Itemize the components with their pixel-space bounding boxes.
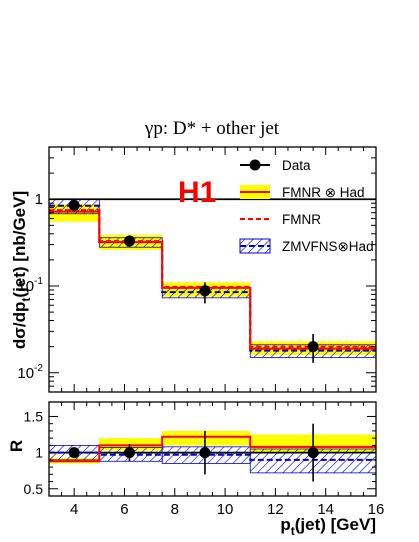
bottom-data-point-1 — [123, 447, 135, 459]
top-data-point-3 — [307, 341, 319, 353]
top-y-tick-label: 10-1 — [17, 276, 43, 295]
x-tick-label: 10 — [217, 501, 234, 518]
bottom-data-point-0 — [68, 447, 80, 459]
top-y-axis-label-main: dσ/dp — [10, 302, 29, 350]
bottom-lines-layer — [49, 435, 376, 463]
top-y-axis-label-tail: (jet) [nb/GeV] — [10, 191, 29, 298]
x-tick-label: 14 — [317, 501, 334, 518]
bottom-axes-layer: 4 6 8 10 12 14 16 0.5 1 1.5 — [24, 402, 385, 518]
bottom-y-tick-label: 1.5 — [24, 408, 44, 424]
x-axis-label-main: p — [280, 515, 290, 534]
top-data-point-1 — [123, 235, 135, 247]
x-axis-label-sub: t — [291, 524, 295, 538]
bottom-data-point-2 — [199, 447, 211, 459]
x-axis-label: pt(jet) [GeV] — [280, 515, 376, 538]
top-lines-layer — [49, 198, 376, 352]
top-fmnr-line — [49, 209, 376, 348]
bottom-fmnr-had-line — [49, 435, 376, 463]
x-tick-label: 16 — [368, 501, 385, 518]
top-bands-layer — [49, 198, 376, 358]
legend-label-zmvfns: ZMVFNS⊗Had — [282, 239, 374, 254]
legend-entry-fmnr: FMNR — [240, 212, 321, 227]
top-zmvfns-line — [49, 204, 376, 352]
experiment-label: H1 — [178, 176, 216, 209]
bottom-y-axis-label: R — [7, 440, 26, 452]
x-tick-label: 12 — [267, 501, 284, 518]
top-data-point-2 — [199, 285, 211, 297]
legend-label-fmnr-had: FMNR ⊗ Had — [282, 185, 365, 200]
x-tick-label: 6 — [120, 501, 128, 518]
bottom-data-point-3 — [307, 447, 319, 459]
top-axes-layer: 1 10-1 10-2 — [17, 146, 377, 393]
legend-entry-zmvfns: ZMVFNS⊗Had — [239, 238, 374, 254]
legend-label-data: Data — [282, 158, 311, 173]
chart-title: γp: D* + other jet — [144, 118, 280, 139]
x-axis-label-tail: (jet) [GeV] — [295, 515, 376, 534]
x-tick-label: 4 — [70, 501, 78, 518]
legend-entry-fmnr-had: FMNR ⊗ Had — [240, 185, 365, 200]
bottom-y-tick-label: 0.5 — [24, 481, 44, 497]
bottom-fmnr-had-band-2 — [162, 430, 251, 446]
top-fmnr-had-line — [49, 210, 376, 350]
top-y-tick-label: 10-2 — [17, 363, 43, 382]
top-y-axis-label-sub: t — [19, 298, 33, 302]
top-data-layer — [68, 199, 319, 363]
legend-data-marker — [249, 159, 261, 171]
top-data-point-0 — [68, 199, 80, 211]
bottom-data-layer — [68, 423, 319, 482]
legend-label-fmnr: FMNR — [282, 212, 321, 227]
legend-entry-data: Data — [240, 158, 311, 173]
legend: Data FMNR ⊗ Had FMNR ZMVFNS⊗Had — [239, 158, 374, 254]
x-tick-label: 8 — [171, 501, 179, 518]
top-y-tick-label: 1 — [35, 191, 43, 208]
top-y-axis-label: dσ/dpt(jet) [nb/GeV] — [10, 191, 33, 349]
bottom-y-tick-label: 1 — [35, 445, 43, 461]
